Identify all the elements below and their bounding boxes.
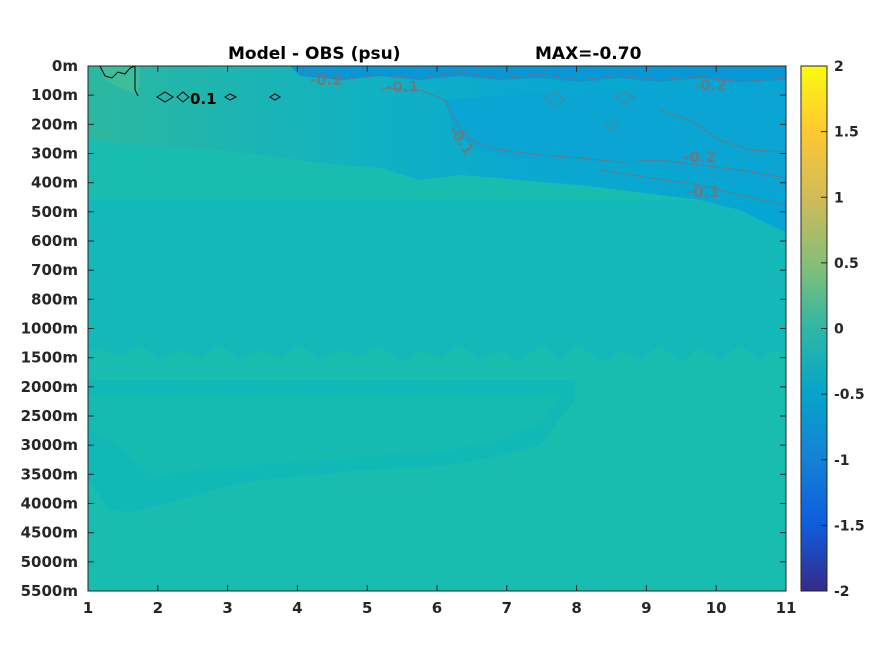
colorbar-tick-label: 0 [834,322,844,338]
y-tick-label: 300m [31,145,78,163]
x-tick-label: 11 [776,599,797,617]
contour-lines [99,65,787,206]
y-tick-label: 700m [31,261,78,279]
y-tick-label: 5500m [21,582,78,600]
chart-title: Model - OBS (psu) [228,44,401,64]
colorbar-tick-label: 1.5 [834,125,859,141]
y-tick-label: 3000m [21,436,78,454]
x-tick-label: 7 [502,599,512,617]
contour-minus-0-1-upper [379,87,787,179]
contour-minus-0-2-top [299,69,787,83]
colorbar-tick-label: 2 [834,59,844,75]
contour-label-minus-0-2-a: -0.2 [310,71,343,89]
y-tick-label: 0m [52,57,78,75]
x-tick-label: 9 [641,599,651,617]
y-tick-label: 1500m [21,349,78,367]
y-tick-label: 4500m [21,524,78,542]
contour-diamond-4 [269,93,281,101]
contour-small-loop-1 [544,91,566,107]
x-tick-label: 10 [706,599,727,617]
x-tick-label: 3 [222,599,232,617]
x-tick-label: 8 [571,599,581,617]
plot-area: 0.1 -0.2 -0.1 -0.1 -0.2 -0.2 -0.1 [87,65,787,592]
y-axis: 0m 100m 200m 300m 400m 500m 600m 700m 800m 1000m 1… [21,57,786,600]
max-label: MAX=-0.70 [535,44,642,64]
y-tick-label: 600m [31,232,78,250]
colorbar: 2 1.5 1 0.5 0 -0.5 -1 -1.5 -2 [800,59,865,600]
contour-label-0-1: 0.1 [190,90,217,108]
contour-label-minus-0-1-a: -0.1 [386,78,419,96]
contour-small-loop-2 [613,91,637,104]
contour-minus-0-1-lower [599,169,787,206]
x-axis: 1 2 3 4 5 6 7 8 9 10 11 [83,66,797,617]
contour-label-minus-0-1-c: -0.1 [687,183,720,201]
contour-zero-one-left [99,65,139,97]
colorbar-tick-label: -2 [834,584,850,600]
y-tick-label: 5000m [21,553,78,571]
colorbar-tick-label: 1 [834,190,844,206]
y-tick-label: 100m [31,86,78,104]
y-tick-label: 2000m [21,378,78,396]
colorbar-tick-label: -1.5 [834,518,865,534]
contour-label-minus-0-2-b: -0.2 [694,76,727,94]
field-deep-inner [88,395,560,475]
colorbar-tick-label: 0.5 [834,256,859,272]
contour-diamond-2 [176,91,190,103]
y-tick-label: 1000m [21,320,78,338]
x-tick-label: 1 [83,599,93,617]
colorbar-tick-label: -0.5 [834,387,865,403]
y-tick-label: 200m [31,115,78,133]
contour-small-loop-3 [605,120,619,132]
colorbar-tick-label: -1 [834,453,850,469]
y-tick-label: 2500m [21,407,78,425]
colorbar-ticks: 2 1.5 1 0.5 0 -0.5 -1 -1.5 -2 [821,59,865,600]
y-tick-label: 500m [31,203,78,221]
y-tick-label: 4000m [21,495,78,513]
contour-diamond-3 [224,93,238,101]
contour-label-minus-0-2-c: -0.2 [683,148,716,166]
field-negative-region [445,88,786,195]
x-tick-label: 2 [153,599,163,617]
x-tick-label: 6 [432,599,442,617]
y-tick-label: 400m [31,174,78,192]
field-surface-positive [100,66,140,95]
x-tick-label: 5 [362,599,372,617]
y-tick-label: 3500m [21,465,78,483]
field-mid-band [88,200,786,362]
contour-diamond-1 [156,91,174,103]
contour-minus-0-2-right [659,109,787,153]
y-tick-label: 800m [31,290,78,308]
x-tick-label: 4 [292,599,302,617]
